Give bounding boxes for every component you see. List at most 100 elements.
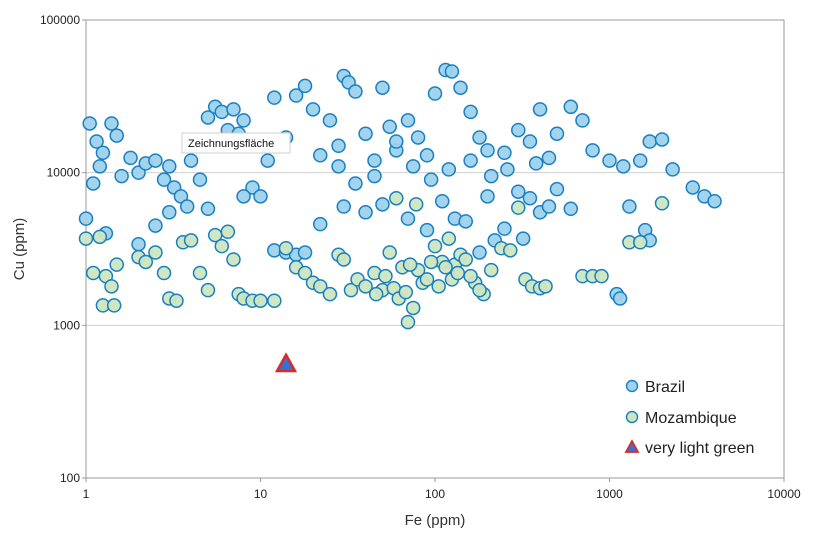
data-point-brazil: [541, 150, 557, 166]
data-point-brazil: [500, 162, 515, 177]
data-point-brazil: [405, 159, 421, 174]
legend-label-very-light-green: very light green: [645, 440, 754, 457]
data-point-brazil: [214, 104, 230, 120]
data-point-brazil: [375, 197, 390, 212]
x-tick-label: 100: [425, 487, 445, 501]
data-point-brazil: [511, 122, 526, 138]
data-point-brazil: [82, 116, 97, 131]
data-point-brazil: [563, 99, 579, 115]
data-point-brazil: [253, 189, 268, 204]
data-point-mozambique: [438, 260, 453, 275]
data-point-mozambique: [78, 231, 94, 246]
data-point-brazil: [95, 145, 111, 161]
data-point-brazil: [602, 153, 617, 168]
data-point-brazil: [179, 199, 195, 214]
data-point-brazil: [444, 64, 460, 79]
data-point-mozambique: [192, 265, 208, 281]
data-point-brazil: [685, 180, 701, 195]
data-point-brazil: [642, 134, 657, 149]
data-point-mozambique: [423, 254, 439, 270]
data-point-brazil: [400, 113, 416, 128]
data-point-mozambique: [214, 238, 230, 254]
data-point-brazil: [162, 205, 177, 220]
data-point-mozambique: [483, 262, 499, 278]
data-point-brazil: [148, 153, 163, 168]
legend-marker-mozambique: [625, 410, 639, 424]
data-point-brazil: [267, 243, 282, 258]
data-point-brazil: [423, 172, 439, 187]
data-point-mozambique: [458, 252, 473, 267]
data-point-very-light-green: [274, 352, 298, 373]
data-point-mozambique: [538, 279, 553, 294]
data-point-mozambique: [472, 282, 487, 298]
data-point-brazil: [497, 145, 512, 161]
data-point-brazil: [497, 221, 512, 236]
data-point-brazil: [511, 184, 526, 199]
data-point-brazil: [463, 104, 478, 120]
data-point-brazil: [200, 201, 216, 217]
data-point-mozambique: [109, 257, 124, 272]
data-point-brazil: [173, 189, 189, 204]
data-point-mozambique: [85, 265, 101, 281]
data-point-brazil: [453, 80, 468, 95]
data-point-brazil: [192, 172, 208, 187]
data-point-brazil: [331, 159, 346, 174]
data-point-mozambique: [200, 282, 216, 298]
data-point-mozambique: [92, 229, 108, 245]
x-axis-title: Fe (ppm): [405, 512, 466, 529]
data-point-brazil: [707, 193, 722, 209]
data-point-mozambique: [463, 268, 478, 284]
data-point-mozambique: [405, 300, 421, 316]
data-point-brazil: [200, 110, 216, 125]
data-point-brazil: [410, 130, 426, 145]
data-point-mozambique: [441, 231, 457, 246]
data-point-brazil: [549, 181, 565, 197]
data-point-brazil: [541, 199, 557, 214]
data-point-mozambique: [322, 286, 338, 302]
annotation: Zeichnungsfläche: [181, 132, 291, 154]
data-point-brazil: [236, 189, 251, 204]
data-point-brazil: [331, 138, 346, 154]
data-point-brazil: [123, 150, 138, 166]
data-point-mozambique: [450, 265, 465, 281]
data-point-brazil: [434, 193, 450, 209]
x-tick-label: 1: [83, 487, 90, 501]
data-point-brazil: [226, 102, 241, 117]
x-tick-label: 10000: [767, 487, 801, 501]
data-point-brazil: [236, 113, 251, 128]
y-axis-title: Cu (ppm): [11, 218, 28, 281]
data-point-brazil: [245, 180, 260, 195]
annotation-text: Zeichnungsfläche: [188, 138, 274, 150]
data-point-brazil: [463, 153, 478, 168]
x-tick-label: 10: [254, 487, 268, 501]
data-point-brazil: [297, 245, 313, 260]
data-point-mozambique: [511, 200, 526, 215]
data-point-brazil: [585, 143, 600, 158]
data-point-mozambique: [431, 279, 446, 294]
data-point-brazil: [532, 102, 548, 117]
data-point-brazil: [367, 168, 382, 184]
x-tick-label: 1000: [596, 487, 623, 501]
data-point-brazil: [313, 216, 328, 232]
data-point-brazil: [375, 80, 390, 95]
data-point-brazil: [131, 236, 146, 252]
y-tick-label: 100000: [40, 13, 80, 27]
data-point-brazil: [419, 148, 435, 163]
data-point-brazil: [472, 130, 487, 145]
data-point-brazil: [367, 153, 382, 168]
data-point-brazil: [563, 201, 579, 217]
data-point-brazil: [89, 134, 104, 149]
data-point-brazil: [632, 153, 648, 168]
data-point-mozambique: [358, 279, 373, 294]
data-point-brazil: [348, 84, 363, 99]
data-point-brazil: [515, 231, 531, 246]
data-point-brazil: [109, 128, 124, 143]
legend-marker-brazil: [625, 379, 639, 393]
data-point-brazil: [260, 153, 275, 168]
data-point-mozambique: [389, 190, 404, 206]
data-point-brazil: [313, 148, 328, 163]
data-point-brazil: [654, 132, 670, 147]
data-point-mozambique: [398, 284, 414, 300]
data-point-mozambique: [336, 252, 352, 267]
data-point-mozambique: [408, 197, 424, 212]
